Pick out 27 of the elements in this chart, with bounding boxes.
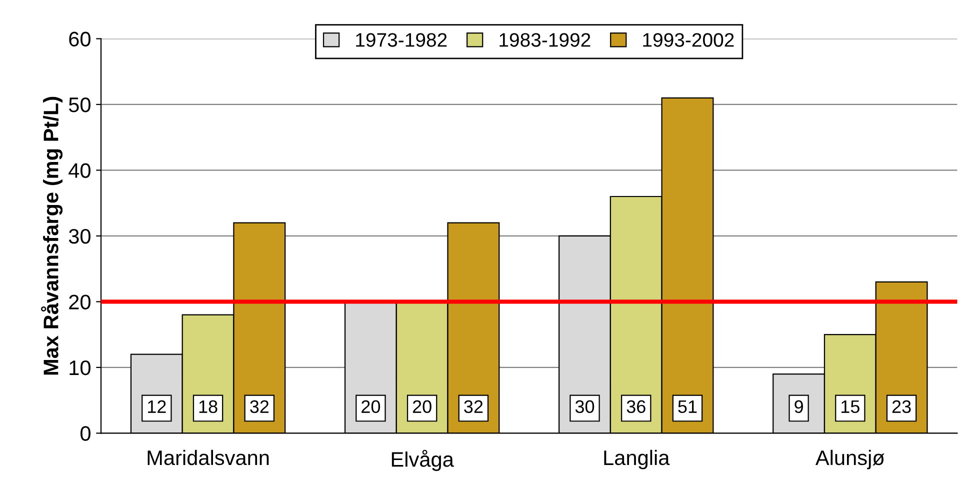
data-label: 23 [892,400,911,414]
y-tick-label: 50 [68,97,90,112]
x-tick-label: Elvåga [392,450,454,471]
legend-label: 1973-1982 [356,33,447,47]
data-label: 30 [575,400,594,414]
data-label: 32 [250,400,269,414]
data-label: 20 [362,400,380,414]
x-tick-label: Langlia [604,450,670,470]
y-tick-label: 30 [68,228,90,244]
y-tick-label: 0 [80,426,90,441]
data-label: 20 [412,400,432,414]
data-label: 32 [464,400,483,414]
y-tick-label: 10 [70,360,90,376]
data-label: 15 [842,400,860,414]
legend-label: 1983-1992 [500,33,590,47]
y-axis-title: Max Råvannsfarge (mg Pt/L) [41,96,63,375]
data-label: 51 [678,400,697,414]
data-label: 12 [148,400,166,413]
data-label: 36 [626,400,646,414]
data-label: 9 [794,400,803,414]
y-tick-label: 20 [69,294,90,310]
x-tick-label: Alunsjø [815,450,884,470]
y-tick-label: 40 [68,163,90,178]
x-tick-label: Maridalsvann [148,450,269,466]
data-label: 18 [199,400,218,414]
legend-label: 1993-2002 [643,33,734,47]
y-tick-label: 60 [69,32,90,46]
